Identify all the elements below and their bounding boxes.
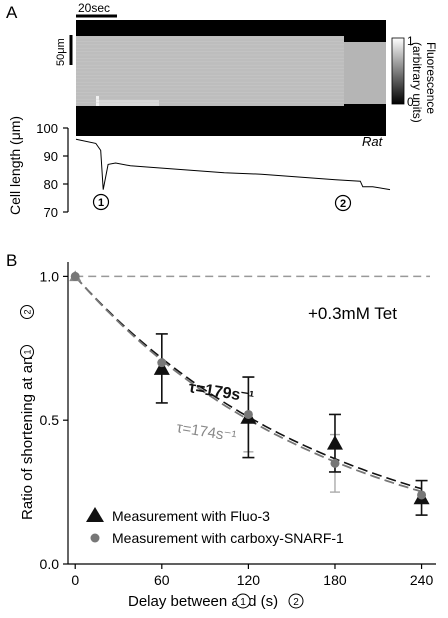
legend-snarf-marker [90,533,100,543]
svg-text:1: 1 [240,597,246,608]
plot-xtick-label: 180 [323,572,347,588]
legend-fluo3-marker [86,507,104,522]
colorbar-min: 0 [407,95,414,109]
colorbar-title: Fluorescence (arbitrary units) [410,42,438,123]
plot-x-ticks: 0 60 120 180 240 [71,564,433,588]
plot-ytick-label: 0.0 [40,556,60,572]
panel-b-label: B [6,251,17,270]
plot-xlabel: Delay between and (s) [128,593,278,610]
fluo3-point [153,360,170,375]
trace-ytick-label: 80 [44,177,58,192]
colorbar-title-line1: Fluorescence [424,42,438,114]
ylabel-circled-1: 1 [20,345,34,359]
marker-2: 2 [334,194,352,212]
panel-a-label: A [6,3,18,22]
trace-y-ticks: 100 90 80 70 [36,121,68,220]
plot-ytick-label: 0.5 [40,412,60,428]
trace-ytick-label: 90 [44,149,58,164]
svg-text:2: 2 [293,597,299,608]
xlabel-circled-2: 2 [288,593,304,609]
plot-ytick-label: 1.0 [40,268,60,284]
svg-text:2: 2 [340,198,346,210]
plot-ylabel: Ratio of shortening at and [19,348,36,520]
colorbar [391,37,405,105]
tau-fluo3-label: τ=179s⁻¹ [187,379,255,406]
species-label: Rat [362,134,384,149]
tau-snarf-label: τ=174s⁻¹ [175,419,237,445]
fit-curve-fluo3 [74,275,422,490]
xlabel-circled-1: 1 [235,593,251,609]
snarf-point [330,458,340,468]
plot-xtick-label: 60 [154,572,170,588]
plot-xtick-label: 240 [410,572,434,588]
trace-ytick-label: 100 [36,121,58,136]
trace-ytick-label: 70 [44,205,58,220]
snarf-point [417,490,427,500]
condition-label: +0.3mM Tet [308,304,397,323]
svg-text:1: 1 [23,349,33,354]
plot-xtick-label: 0 [71,572,79,588]
colorbar-title-line2: (arbitrary units) [410,42,424,123]
cell-length-trace [75,138,391,191]
trace-ylabel: Cell length (μm) [7,116,23,215]
snarf-point [243,409,253,419]
linescan-image [76,20,386,136]
plot-area [69,270,430,516]
svg-text:1: 1 [98,197,104,209]
plot-y-ticks: 0.0 0.5 1.0 [40,268,68,572]
space-scale-label: 50μm [55,38,67,66]
ylabel-circled-2: 2 [20,305,34,319]
snarf-point [157,358,167,368]
legend-snarf-label: Measurement with carboxy-SNARF-1 [112,530,344,546]
svg-text:2: 2 [23,309,33,314]
plot-xtick-label: 120 [237,572,261,588]
legend: Measurement with Fluo-3 Measurement with… [86,507,344,546]
colorbar-max: 1 [407,34,414,48]
snarf-point [70,271,80,281]
time-scale-label: 20sec [78,1,110,15]
legend-fluo3-label: Measurement with Fluo-3 [112,508,270,524]
fluo3-point [326,435,343,450]
marker-1: 1 [92,193,110,211]
